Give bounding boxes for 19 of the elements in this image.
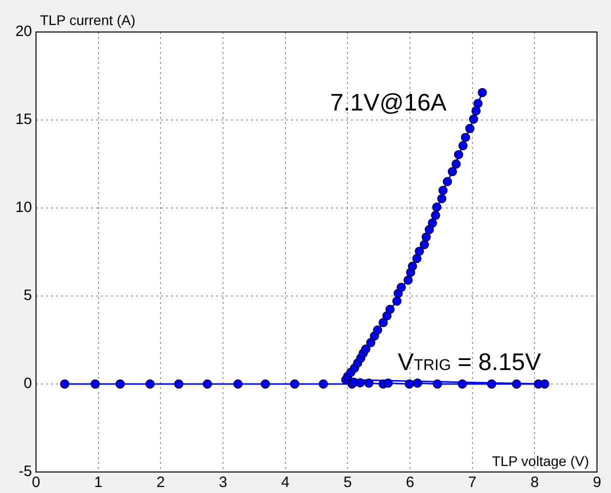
annotation: 7.1V@16A [330, 89, 447, 116]
x-tick-label: 3 [218, 474, 228, 492]
y-tick-label: 20 [15, 23, 32, 40]
x-tick-label: 2 [156, 474, 165, 492]
x-tick-label: 9 [592, 474, 602, 492]
y-tick-label: 15 [15, 111, 32, 128]
x-tick-label: 1 [94, 474, 103, 492]
y-axis-title: TLP current (A) [40, 12, 136, 28]
y-tick-label: 10 [15, 199, 32, 216]
annotation: VTRIG = 8.15V [398, 349, 542, 376]
x-tick-label: 8 [530, 474, 539, 492]
x-tick-label: 7 [468, 474, 477, 492]
y-tick-label: 5 [24, 287, 32, 304]
y-tick-label: 0 [24, 375, 32, 392]
x-tick-label: 4 [281, 474, 290, 492]
x-tick-label: 6 [406, 474, 414, 492]
x-axis-title: TLP voltage (V) [492, 452, 589, 469]
y-tick-label: -5 [18, 463, 32, 480]
x-tick-label: 5 [343, 474, 352, 492]
